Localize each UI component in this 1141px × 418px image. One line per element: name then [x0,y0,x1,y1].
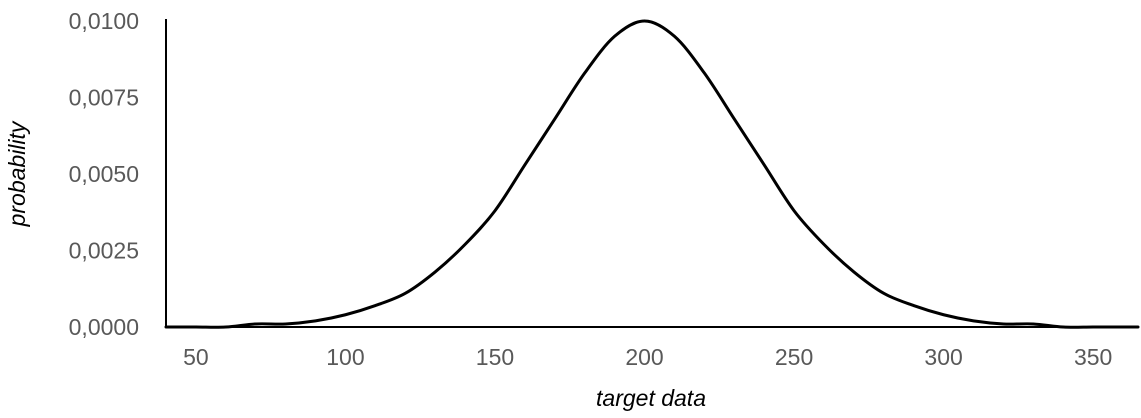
probability-curve-line [164,19,1140,329]
y-tick-label: 0,0025 [69,238,139,264]
y-axis-tick-labels: 0,0000 0,0025 0,0050 0,0075 0,0100 [69,8,139,340]
x-tick-label: 350 [1074,344,1112,370]
x-tick-label: 100 [326,344,364,370]
x-axis-title: target data [596,385,706,411]
x-tick-label: 300 [924,344,962,370]
x-tick-label: 200 [625,344,663,370]
y-axis-title: probability [4,120,30,227]
x-tick-label: 50 [183,344,209,370]
y-tick-label: 0,0100 [69,8,139,34]
x-axis-tick-labels: 50 100 150 200 250 300 350 [183,344,1112,370]
x-tick-label: 150 [476,344,514,370]
y-tick-label: 0,0075 [69,85,139,111]
y-tick-label: 0,0000 [69,314,139,340]
y-tick-label: 0,0050 [69,161,139,187]
x-tick-label: 250 [775,344,813,370]
